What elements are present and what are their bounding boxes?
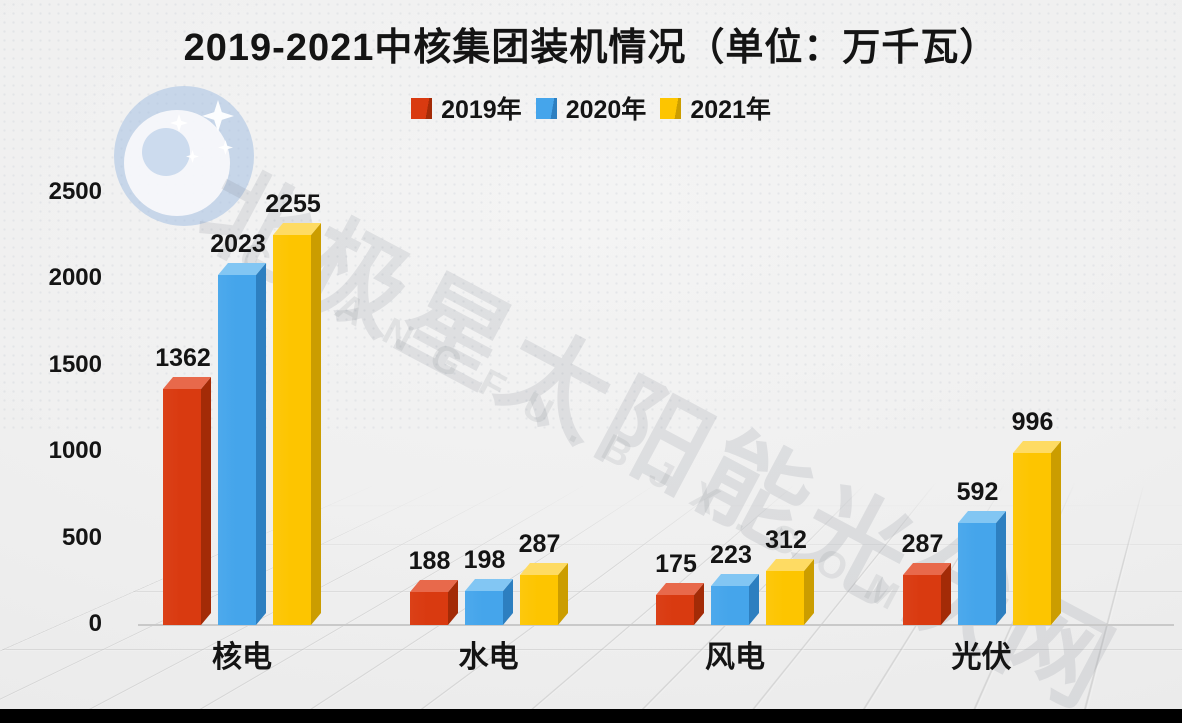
legend-label: 2020年	[565, 96, 647, 124]
bar-value-label: 2023	[210, 230, 266, 259]
bar-front-face	[1012, 452, 1051, 625]
y-tick-label: 0	[88, 610, 102, 637]
y-tick-label: 2000	[48, 264, 102, 291]
x-axis-line	[138, 624, 1174, 626]
bar-side-face	[201, 377, 211, 625]
y-tick-label: 1000	[48, 437, 102, 464]
legend-swatch	[411, 97, 433, 119]
legend-item: 2019年	[411, 90, 522, 126]
bar-value-label: 312	[765, 526, 807, 555]
bar-front-face	[656, 594, 694, 625]
bar-value-label: 592	[956, 477, 999, 506]
bar-value-label: 198	[463, 545, 506, 574]
bar-value-label: 1362	[155, 344, 211, 373]
legend-item: 2020年	[535, 90, 647, 126]
bar-value-label: 2255	[265, 189, 321, 218]
bar-front-face	[273, 234, 311, 625]
bar-front-face	[218, 275, 256, 625]
bar-value-label: 223	[710, 541, 752, 570]
logo-swirl-shape	[142, 128, 190, 176]
y-tick-label: 2500	[48, 177, 102, 205]
legend-label: 2021年	[690, 96, 771, 124]
bar-front-face	[711, 586, 749, 625]
bar-front-face	[519, 575, 558, 625]
chart-title: 2019-2021中核集团装机情况（单位：万千瓦）	[183, 27, 999, 69]
bjx-logo-watermark-icon	[114, 86, 254, 226]
bar-front-face	[957, 522, 996, 625]
bar-front-face	[409, 592, 448, 625]
bar-front-face	[163, 389, 201, 625]
x-category-label: 风电	[705, 641, 765, 674]
legend-swatch	[535, 97, 557, 119]
y-tick-label: 500	[61, 523, 102, 551]
y-tick-label: 1500	[48, 350, 102, 378]
bar-front-face	[902, 575, 941, 625]
legend-label: 2019年	[441, 96, 522, 124]
bar-side-face	[995, 510, 1006, 625]
bar-side-face	[1050, 440, 1061, 625]
legend: 2019年 2020年 2021年	[0, 90, 1182, 126]
bar-front-face	[464, 590, 503, 625]
x-category-label: 光伏	[951, 641, 1012, 674]
x-category-label: 核电	[212, 641, 272, 674]
bar-front-face	[766, 571, 804, 625]
bar-value-label: 188	[408, 547, 451, 576]
bottom-black-bar	[0, 709, 1182, 723]
bar-value-label: 287	[518, 530, 561, 559]
bar-value-label: 287	[901, 530, 944, 559]
bar-side-face	[256, 263, 266, 625]
bar-side-face	[311, 222, 321, 625]
legend-item: 2021年	[660, 90, 771, 126]
legend-swatch	[660, 97, 682, 119]
bar-value-label: 175	[655, 549, 697, 578]
x-category-label: 水电	[458, 641, 519, 674]
bar-value-label: 996	[1011, 407, 1054, 436]
